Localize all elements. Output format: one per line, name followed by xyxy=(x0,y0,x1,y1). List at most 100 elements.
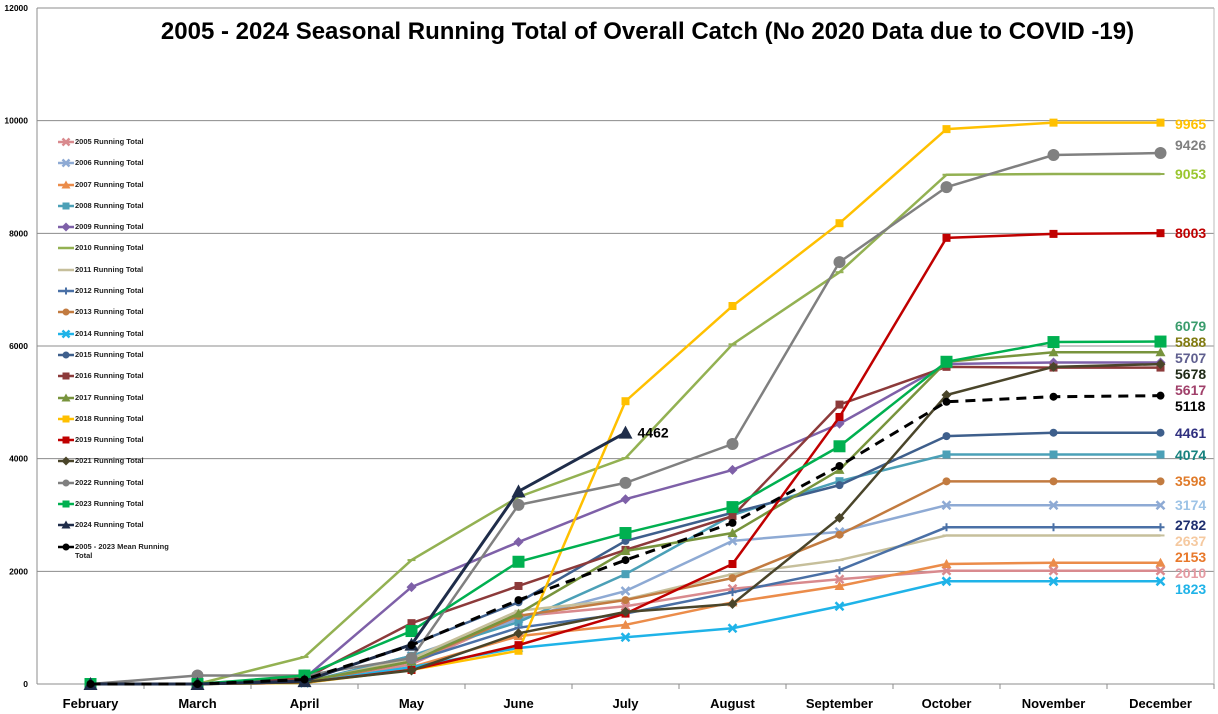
legend-label: 2012 Running Total xyxy=(75,286,144,296)
marker-circle xyxy=(193,680,202,688)
end-value-label: 5707 xyxy=(1175,350,1206,366)
end-value-label: 2010 xyxy=(1175,565,1206,581)
marker-triangle xyxy=(1155,347,1166,357)
marker-square xyxy=(833,440,846,453)
marker-circle xyxy=(728,518,737,527)
end-value-label: 5617 xyxy=(1175,382,1206,398)
series-2016-running-total: 5617 xyxy=(86,362,1206,688)
marker-x xyxy=(1048,565,1059,576)
marker-dash xyxy=(300,655,309,658)
marker-circle xyxy=(514,596,523,605)
legend-label: 2021 Running Total xyxy=(75,456,144,466)
marker-square xyxy=(62,436,70,444)
x-tick-label: March xyxy=(178,696,216,711)
marker-triangle xyxy=(620,619,631,629)
legend-item: 2021 Running Total xyxy=(58,456,188,477)
marker-x xyxy=(727,536,738,546)
end-value-label: 2637 xyxy=(1175,533,1206,549)
x-tick-label: May xyxy=(399,696,425,711)
end-value-label: 1823 xyxy=(1175,581,1206,597)
marker-plus xyxy=(1049,523,1058,532)
legend-label: 2015 Running Total xyxy=(75,349,144,359)
marker-x xyxy=(941,576,952,587)
marker-square xyxy=(514,618,523,627)
marker-square xyxy=(942,233,951,242)
legend-label: 2019 Running Total xyxy=(75,435,144,445)
marker-square xyxy=(512,555,525,568)
y-tick-label: 4000 xyxy=(9,454,28,464)
marker-diamond xyxy=(513,537,524,548)
marker-circle xyxy=(728,574,737,583)
legend-label: 2013 Running Total xyxy=(75,307,144,317)
marker-diamond xyxy=(1048,361,1059,372)
legend-swatch xyxy=(58,329,74,339)
legend-swatch xyxy=(58,222,74,232)
marker-square xyxy=(942,450,951,459)
marker-circle xyxy=(621,596,630,605)
marker-x xyxy=(727,623,738,634)
marker-x xyxy=(1048,576,1059,587)
marker-triangle xyxy=(61,180,71,189)
legend-swatch xyxy=(58,247,74,250)
marker-dash xyxy=(835,559,844,562)
marker-x xyxy=(61,158,71,168)
y-tick-label: 6000 xyxy=(9,341,28,351)
legend-item: 2023 Running Total xyxy=(58,499,188,520)
marker-x xyxy=(61,137,71,147)
marker-x xyxy=(1155,565,1166,576)
end-value-label: 4462 xyxy=(638,425,669,441)
end-value-label: 5888 xyxy=(1175,334,1206,350)
marker-square xyxy=(835,219,844,228)
legend-item: 2013 Running Total xyxy=(58,307,188,328)
marker-square xyxy=(621,570,630,579)
chart-title: 2005 - 2024 Seasonal Running Total of Ov… xyxy=(160,18,1135,45)
legend-swatch xyxy=(58,268,74,272)
legend-swatch xyxy=(58,202,74,210)
series-2019-running-total: 8003 xyxy=(86,225,1206,688)
marker-diamond xyxy=(834,512,845,523)
marker-x xyxy=(834,601,845,612)
marker-dash xyxy=(62,268,70,271)
y-tick-label: 10000 xyxy=(4,116,28,126)
x-tick-label: February xyxy=(63,696,119,711)
marker-triangle xyxy=(620,546,631,556)
legend-item: 2024 Running Total xyxy=(58,520,188,541)
marker-square xyxy=(1156,118,1165,127)
marker-circle xyxy=(300,675,309,684)
marker-square xyxy=(1156,450,1165,459)
marker-dash xyxy=(1156,173,1165,176)
marker-square xyxy=(62,372,70,380)
marker-circle xyxy=(1156,428,1165,437)
marker-circle xyxy=(1049,477,1058,486)
legend-label: 2005 Running Total xyxy=(75,137,144,146)
marker-x xyxy=(941,500,952,511)
marker-triangle xyxy=(1048,347,1059,357)
marker-square xyxy=(1047,336,1060,349)
series-2005-2023-mean-running-total: 5118 xyxy=(86,391,1206,688)
marker-diamond xyxy=(727,464,738,475)
marker-dash xyxy=(835,271,844,274)
marker-diamond xyxy=(513,628,524,639)
legend-item: 2005 Running Total xyxy=(58,137,188,158)
marker-circle xyxy=(1156,391,1165,400)
series-line xyxy=(90,394,1161,686)
marker-dash xyxy=(728,343,737,346)
legend-swatch xyxy=(58,520,74,529)
marker-triangle xyxy=(941,559,952,569)
marker-dash xyxy=(1049,534,1058,537)
series-2009-running-total: 5707 xyxy=(85,350,1206,689)
marker-plus xyxy=(728,588,737,597)
marker-square xyxy=(942,125,951,134)
marker-circle xyxy=(942,477,951,486)
legend-item: 2022 Running Total xyxy=(58,478,188,499)
marker-circle xyxy=(835,481,844,490)
marker-circle xyxy=(62,543,70,551)
legend-swatch xyxy=(58,158,74,168)
legend-swatch xyxy=(58,456,74,466)
marker-square xyxy=(619,527,632,540)
marker-triangle xyxy=(513,608,524,618)
marker-dash xyxy=(62,247,70,250)
marker-square xyxy=(514,641,523,650)
marker-square xyxy=(728,302,737,311)
legend-label: 2010 Running Total xyxy=(75,243,144,253)
